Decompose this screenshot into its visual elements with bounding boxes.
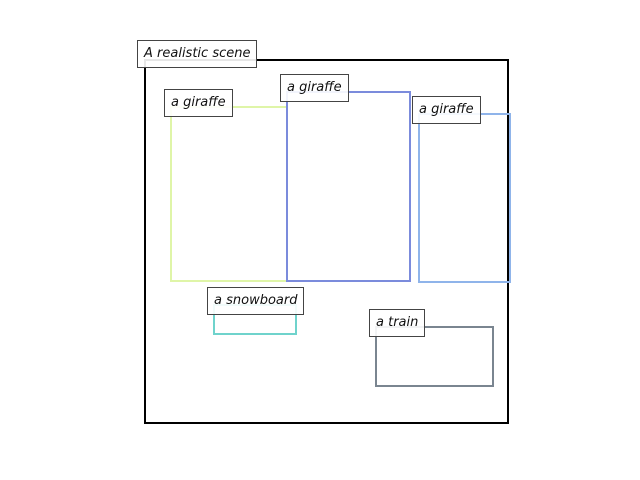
giraffe-box-3 [418, 113, 511, 283]
snowboard-label: a snowboard [207, 287, 305, 315]
train-label: a train [369, 309, 426, 337]
giraffe-label-2: a giraffe [280, 74, 349, 102]
train-box [375, 326, 494, 387]
scene-frame [144, 59, 509, 424]
giraffe-box-1 [170, 106, 288, 282]
giraffe-label-1: a giraffe [164, 89, 233, 117]
giraffe-label-3: a giraffe [412, 96, 481, 124]
giraffe-box-2 [286, 91, 411, 282]
scene-title-label: A realistic scene [137, 40, 258, 68]
